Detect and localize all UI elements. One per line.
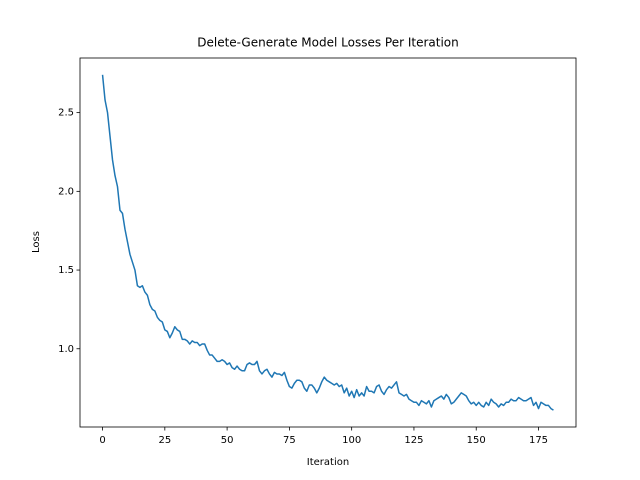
- x-tick-label: 100: [342, 435, 361, 446]
- x-tick-label: 175: [529, 435, 548, 446]
- plot-frame: [79, 57, 577, 428]
- x-axis-label: Iteration: [307, 457, 349, 468]
- y-tick-label: 1.0: [58, 344, 74, 355]
- chart-title: Delete-Generate Model Losses Per Iterati…: [197, 36, 459, 50]
- y-tick-label: 1.5: [58, 265, 74, 276]
- x-tick-label: 25: [158, 435, 171, 446]
- line: [101, 74, 554, 411]
- x-tick-label: 75: [283, 435, 296, 446]
- x-tick-label: 50: [221, 435, 234, 446]
- x-tick-label: 125: [404, 435, 423, 446]
- y-axis-label: Loss: [31, 231, 42, 253]
- x-tick-label: 0: [99, 435, 105, 446]
- y-tick-label: 2.0: [58, 186, 74, 197]
- y-tick-label: 2.5: [58, 108, 74, 119]
- x-tick-label: 150: [467, 435, 486, 446]
